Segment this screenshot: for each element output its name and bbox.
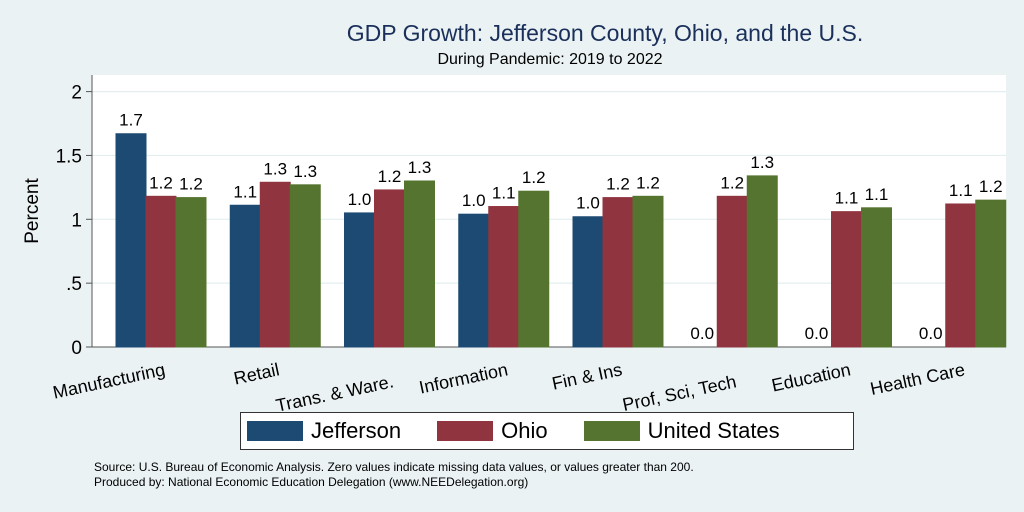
legend-label-jefferson: Jefferson bbox=[311, 418, 402, 443]
producer-note: Produced by: National Economic Education… bbox=[94, 475, 529, 489]
data-label: 1.0 bbox=[576, 194, 600, 213]
data-label: 1.3 bbox=[750, 153, 774, 172]
data-label: 1.1 bbox=[233, 182, 257, 201]
bar-ohio bbox=[259, 181, 291, 348]
y-tick-label: 1.5 bbox=[56, 146, 82, 167]
data-label: 0.0 bbox=[919, 324, 943, 343]
data-label: 1.0 bbox=[462, 191, 486, 210]
x-tick-label: Health Care bbox=[868, 359, 966, 399]
x-tick-label: Education bbox=[770, 359, 852, 395]
data-label: 1.1 bbox=[865, 185, 889, 204]
data-label: 1.3 bbox=[408, 158, 432, 177]
data-label: 1.2 bbox=[149, 173, 173, 192]
data-label: 1.3 bbox=[263, 159, 287, 178]
footer-notes: Source: U.S. Bureau of Economic Analysis… bbox=[94, 460, 694, 490]
data-label: 1.3 bbox=[293, 162, 317, 181]
bar-jefferson bbox=[572, 216, 604, 348]
bar-united-states bbox=[975, 199, 1007, 348]
bar-ohio bbox=[945, 203, 977, 348]
data-label: 0.0 bbox=[805, 324, 829, 343]
legend-label-united-states: United States bbox=[647, 418, 780, 443]
bar-ohio bbox=[488, 206, 520, 348]
data-label: 1.1 bbox=[835, 189, 859, 208]
bar-united-states bbox=[746, 175, 778, 348]
data-label: 1.2 bbox=[720, 173, 744, 192]
data-label: 1.2 bbox=[179, 175, 203, 194]
data-label: 1.2 bbox=[606, 175, 630, 194]
y-tick-label: 1 bbox=[71, 210, 82, 231]
legend-swatch-ohio bbox=[437, 421, 494, 441]
bar-jefferson bbox=[458, 213, 490, 348]
bar-united-states bbox=[518, 190, 550, 348]
legend-swatch-united-states bbox=[583, 421, 640, 441]
x-tick-label: Retail bbox=[232, 359, 281, 388]
bar-ohio bbox=[145, 195, 177, 348]
y-tick-label: .5 bbox=[66, 274, 82, 295]
bar-united-states bbox=[289, 184, 321, 348]
chart-title: GDP Growth: Jefferson County, Ohio, and … bbox=[346, 20, 864, 46]
bar-jefferson bbox=[229, 204, 261, 348]
bar-jefferson bbox=[115, 133, 147, 348]
data-label: 1.0 bbox=[348, 190, 372, 209]
legend-item-united-states: United States bbox=[583, 418, 810, 444]
legend: Jefferson Ohio United States bbox=[240, 412, 854, 450]
x-tick-label: Manufacturing bbox=[51, 359, 167, 402]
bar-united-states bbox=[175, 197, 207, 348]
bar-ohio bbox=[716, 195, 748, 348]
data-label: 1.2 bbox=[979, 177, 1003, 196]
data-label: 0.0 bbox=[690, 324, 714, 343]
data-label: 1.1 bbox=[949, 181, 973, 200]
x-tick-label: Fin & Ins bbox=[550, 359, 624, 393]
bar-ohio bbox=[374, 189, 405, 348]
legend-item-ohio: Ohio bbox=[437, 418, 577, 444]
data-label: 1.7 bbox=[119, 111, 143, 130]
bar-united-states bbox=[861, 207, 892, 348]
bar-ohio bbox=[602, 197, 634, 348]
data-label: 1.2 bbox=[636, 173, 660, 192]
source-note: Source: U.S. Bureau of Economic Analysis… bbox=[94, 460, 694, 474]
x-tick-label: Prof, Sci, Tech bbox=[621, 371, 738, 415]
x-tick-label: Information bbox=[417, 359, 509, 397]
y-tick-label: 0 bbox=[71, 338, 82, 359]
chart-subtitle: During Pandemic: 2019 to 2022 bbox=[437, 51, 663, 68]
bar-ohio bbox=[831, 211, 862, 348]
legend-swatch-jefferson bbox=[247, 421, 303, 441]
y-tick-label: 2 bbox=[71, 83, 82, 104]
y-axis-label: Percent bbox=[22, 178, 43, 244]
data-label: 1.2 bbox=[522, 168, 546, 187]
legend-label-ohio: Ohio bbox=[501, 418, 548, 443]
bar-jefferson bbox=[344, 212, 375, 348]
bar-united-states bbox=[632, 195, 664, 348]
legend-item-jefferson: Jefferson bbox=[247, 418, 431, 444]
data-label: 1.1 bbox=[492, 184, 516, 203]
data-label: 1.2 bbox=[378, 167, 402, 186]
bar-united-states bbox=[404, 180, 435, 348]
x-tick-label: Trans. & Ware. bbox=[274, 371, 395, 415]
